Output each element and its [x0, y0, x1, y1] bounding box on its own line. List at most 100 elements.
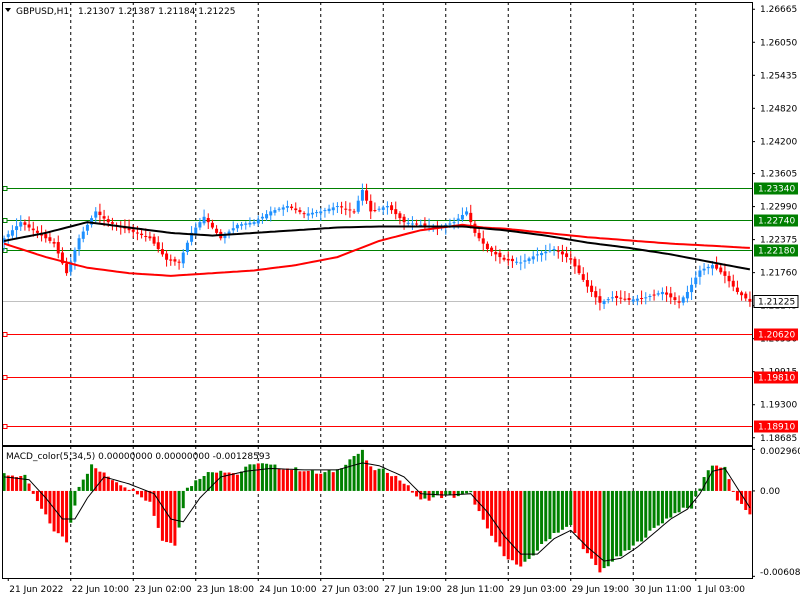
macd-bar: [685, 490, 689, 509]
candle-body: [602, 300, 606, 305]
candle-body: [515, 261, 519, 263]
candle-body: [590, 285, 594, 292]
macd-bar: [248, 464, 252, 491]
macd-bar: [110, 480, 114, 491]
candle-body: [406, 222, 410, 224]
macd-bar: [327, 470, 331, 491]
candle-body: [215, 228, 219, 233]
candle-body: [477, 232, 481, 239]
candle-body: [735, 287, 739, 292]
pane-frames: [2, 2, 753, 579]
level-anchor[interactable]: [2, 186, 8, 191]
candle-body: [148, 236, 152, 239]
macd-bar: [348, 459, 352, 491]
macd-bar: [173, 490, 177, 546]
macd-bar: [69, 490, 73, 523]
macd-bar: [273, 464, 277, 491]
macd-bar: [227, 472, 231, 491]
macd-bar: [527, 490, 531, 559]
macd-bar: [252, 464, 256, 491]
price-tick-label: 1.18685: [760, 434, 797, 444]
candle-body: [448, 223, 452, 225]
current-price-tag: [753, 295, 799, 308]
macd-bar: [152, 490, 156, 516]
candle-body: [81, 231, 85, 239]
candle-body: [381, 207, 385, 210]
level-price-label: 1.18910: [758, 423, 795, 433]
macd-bar: [106, 476, 110, 491]
macd-signal-line: [4, 462, 751, 562]
candle-body: [294, 208, 298, 211]
level-price-tag: [754, 328, 798, 341]
macd-bar: [552, 490, 556, 533]
level-price-tag: [754, 420, 798, 433]
candle-body: [627, 298, 631, 301]
macd-bar: [560, 490, 564, 530]
candle-body: [560, 251, 564, 255]
macd-bar: [719, 467, 723, 491]
candle-body: [527, 258, 531, 262]
level-price-tag: [754, 244, 798, 257]
macd-bar: [615, 490, 619, 557]
macd-bar: [85, 473, 89, 491]
candle-body: [656, 293, 660, 295]
macd-bar: [406, 485, 410, 491]
candle-body: [377, 208, 381, 210]
macd-bar: [231, 473, 235, 491]
candle-body: [394, 209, 398, 215]
macd-bar: [335, 469, 339, 491]
candle-body: [56, 242, 60, 254]
level-anchor[interactable]: [2, 375, 8, 380]
candle-body: [506, 258, 510, 261]
time-tick-label: 29 Jun 19:00: [572, 585, 629, 595]
macd-bar: [177, 490, 181, 528]
candle-body: [423, 223, 427, 226]
candle-body: [223, 234, 227, 239]
macd-bar: [294, 467, 298, 491]
candle-body: [98, 211, 102, 215]
price-tick-label: 1.26050: [760, 38, 797, 48]
macd-bar: [631, 490, 635, 546]
time-tick-label: 23 Jun 02:00: [134, 585, 191, 595]
macd-bar: [340, 468, 344, 491]
candle-body: [660, 291, 664, 295]
candle-body: [490, 247, 494, 252]
macd-bar: [694, 490, 698, 497]
level-anchor[interactable]: [2, 332, 8, 337]
candle-body: [173, 259, 177, 262]
dropdown-triangle-icon[interactable]: [5, 8, 11, 12]
candle-body: [652, 294, 656, 296]
candle-body: [256, 219, 260, 224]
macd-bar: [148, 490, 152, 502]
candle-body: [673, 297, 677, 301]
macd-bar: [485, 490, 489, 529]
macd-bar: [369, 466, 373, 491]
moving-average-slow: [3, 221, 751, 271]
price-tick-label: 1.19300: [760, 401, 797, 411]
macd-bar: [723, 466, 727, 491]
price-tick-label: 1.21760: [760, 269, 797, 279]
candle-body: [315, 212, 319, 214]
macd-bar: [673, 490, 677, 514]
macd-bar: [6, 475, 10, 491]
candle-body: [481, 238, 485, 244]
candle-body: [523, 260, 527, 262]
macd-bar: [210, 472, 214, 491]
candle-body: [281, 207, 285, 210]
time-tick-label: 21 Jun 2022: [9, 585, 63, 595]
macd-tick-label: -0.0060813: [760, 568, 800, 578]
macd-bar: [344, 464, 348, 491]
macd-bar: [502, 490, 506, 557]
macd-bar: [119, 485, 123, 491]
level-anchor[interactable]: [2, 218, 8, 223]
macd-bar: [77, 486, 81, 491]
candle-body: [248, 222, 252, 225]
level-price-label: 1.19810: [758, 374, 795, 384]
macd-bar: [373, 470, 377, 491]
candle-body: [410, 223, 414, 225]
macd-bar: [323, 472, 327, 491]
candle-body: [702, 268, 706, 271]
level-anchor[interactable]: [2, 424, 8, 429]
macd-bar: [381, 468, 385, 491]
